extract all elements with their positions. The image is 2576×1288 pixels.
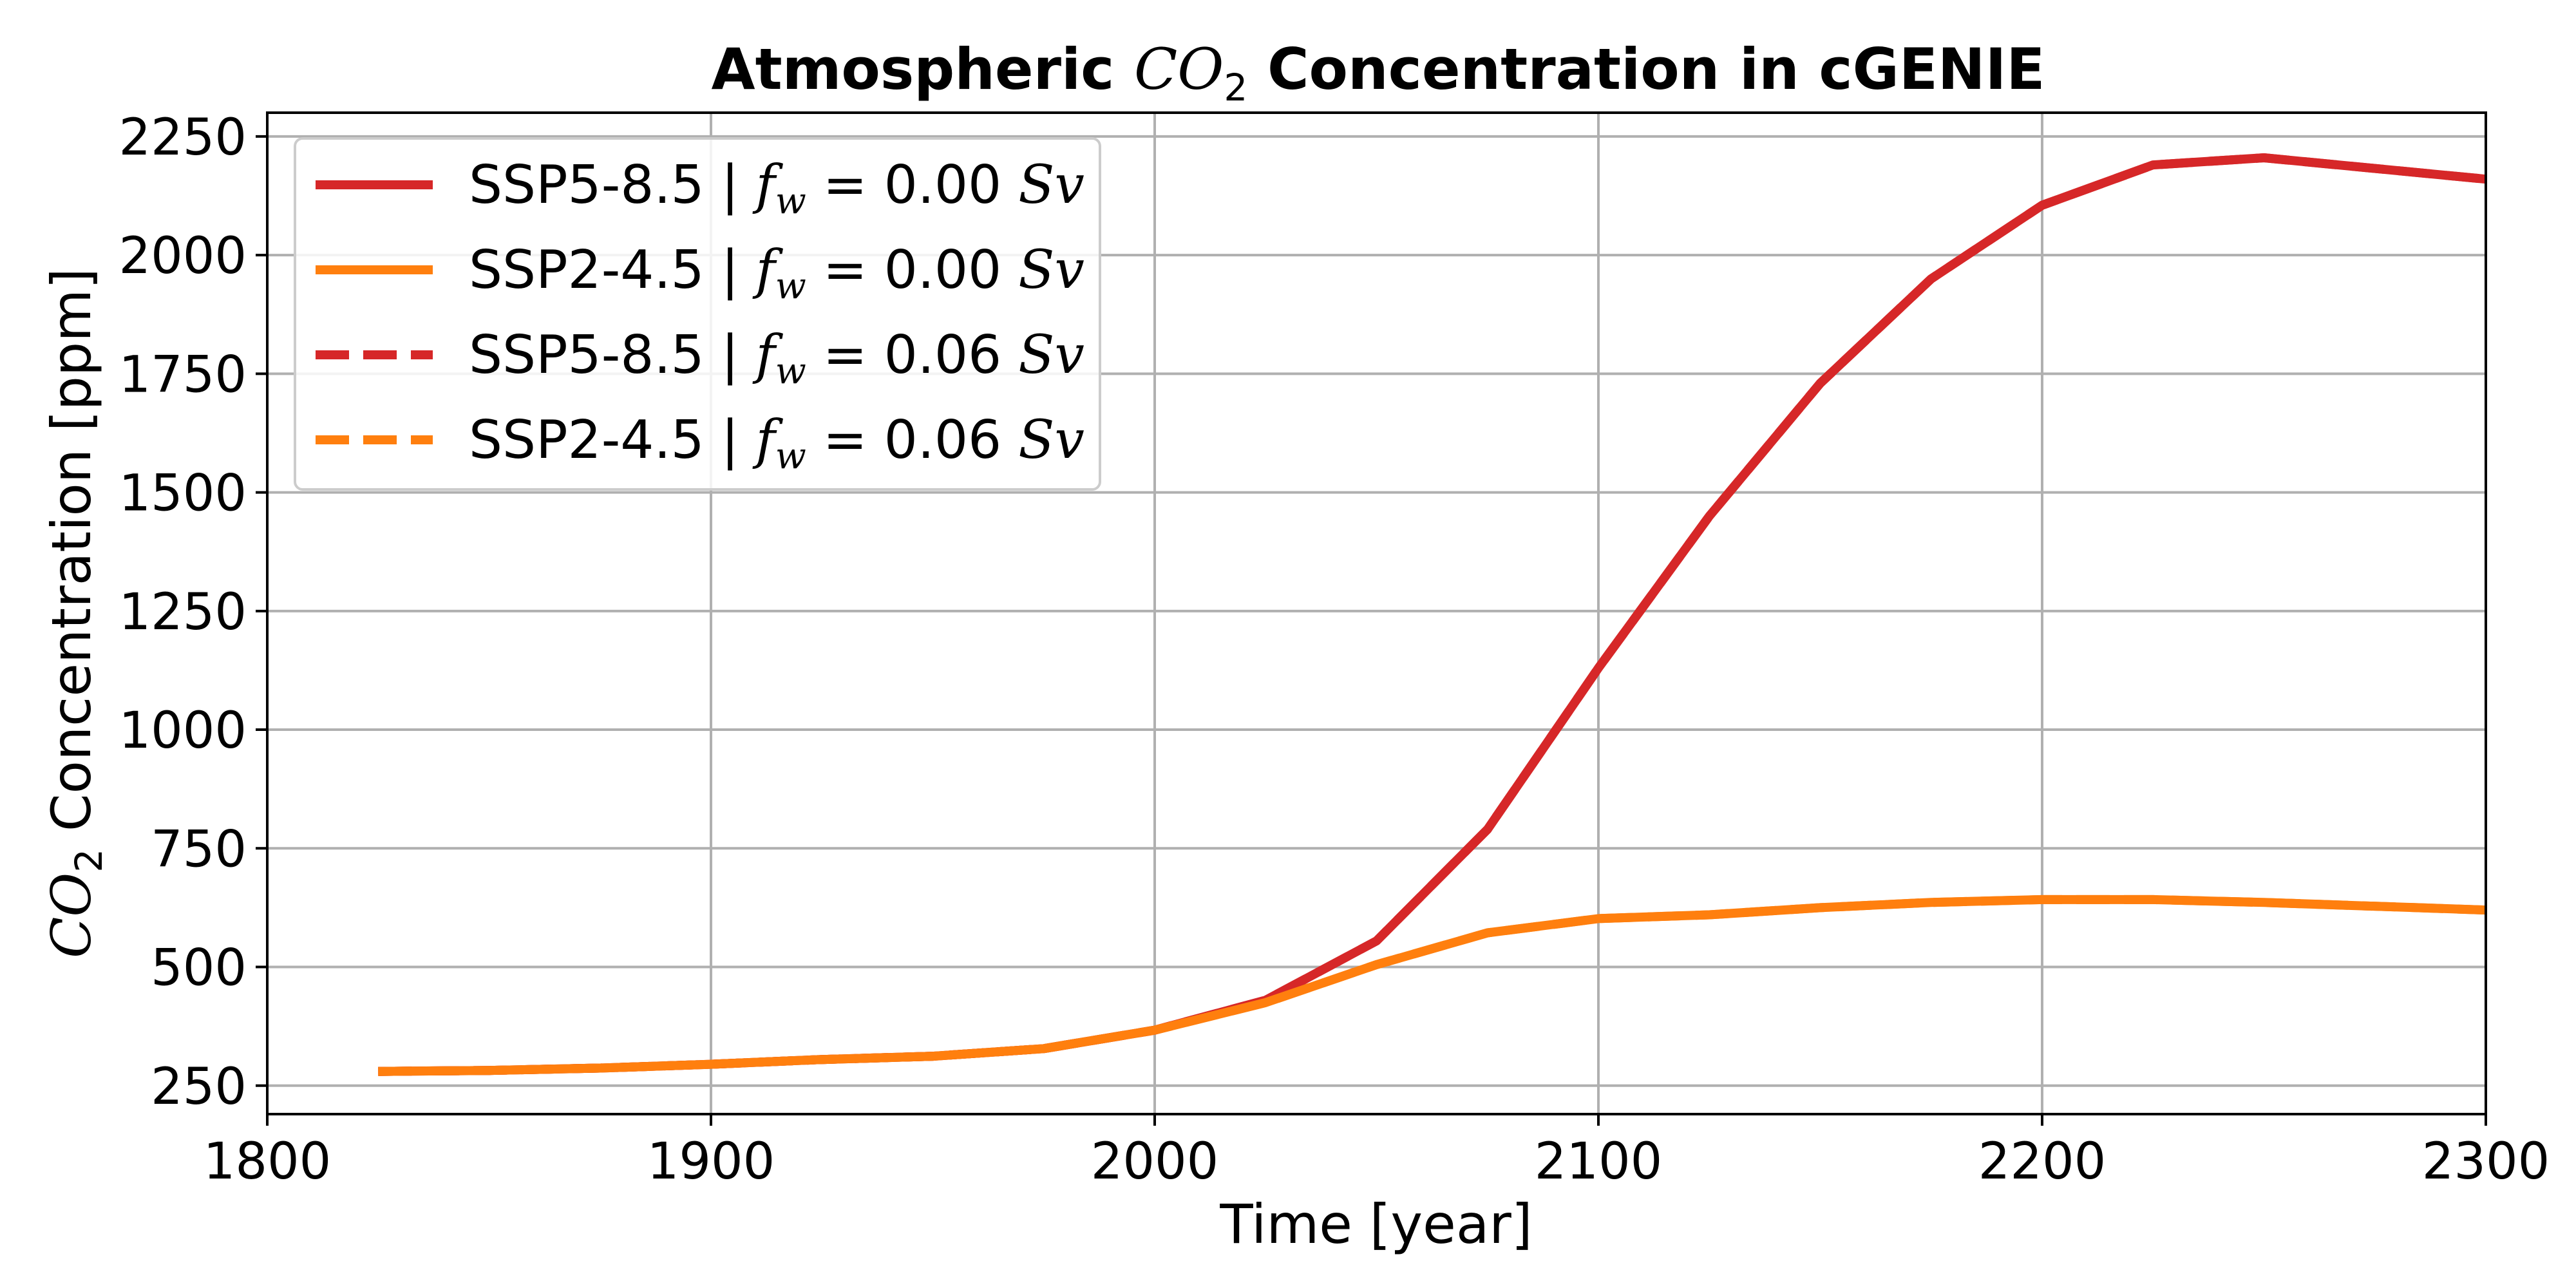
x-tick-label: 2000 — [1091, 1133, 1219, 1191]
x-tick-label: 2100 — [1535, 1133, 1663, 1191]
y-axis-title: CO2 Concentration [ppm] — [40, 268, 111, 958]
y-tick-label: 750 — [151, 820, 247, 878]
y-tick-label: 2250 — [118, 109, 247, 167]
legend-label-4: SSP2-4.5 | fw = 0.06 Sv — [469, 410, 1084, 477]
legend-label-1: SSP5-8.5 | fw = 0.00 Sv — [469, 155, 1084, 222]
legend-label-2: SSP2-4.5 | fw = 0.00 Sv — [469, 240, 1084, 307]
y-tick-label: 1500 — [118, 465, 247, 523]
series-layer — [378, 153, 2486, 1076]
legend: SSP5-8.5 | fw = 0.00 Sv SSP2-4.5 | fw = 0… — [294, 137, 1101, 491]
axis-ticks: 1800 1900 2000 2100 2200 2300 250 500 750 1000 125… — [118, 109, 2550, 1191]
y-tick-label: 1750 — [118, 346, 247, 404]
x-tick-label: 1900 — [647, 1133, 775, 1191]
y-tick-label: 250 — [151, 1058, 247, 1116]
x-axis-title: Time [year] — [1219, 1193, 1532, 1256]
x-tick-label: 2200 — [1978, 1133, 2107, 1191]
legend-box — [294, 137, 1101, 491]
y-tick-label: 500 — [151, 940, 247, 998]
chart-title: Atmospheric CO2 Concentration in cGENIE — [712, 36, 2045, 109]
legend-label-3: SSP5-8.5 | fw = 0.06 Sv — [469, 325, 1084, 392]
y-tick-label: 1250 — [118, 583, 247, 641]
series-line-2 — [378, 895, 2486, 1076]
x-tick-label: 1800 — [204, 1133, 332, 1191]
y-tick-label: 1000 — [118, 702, 247, 760]
series-line-4 — [378, 895, 2486, 1076]
y-tick-label: 2000 — [118, 227, 247, 285]
plot-frame — [266, 111, 2487, 1115]
x-tick-label: 2300 — [2422, 1133, 2550, 1191]
